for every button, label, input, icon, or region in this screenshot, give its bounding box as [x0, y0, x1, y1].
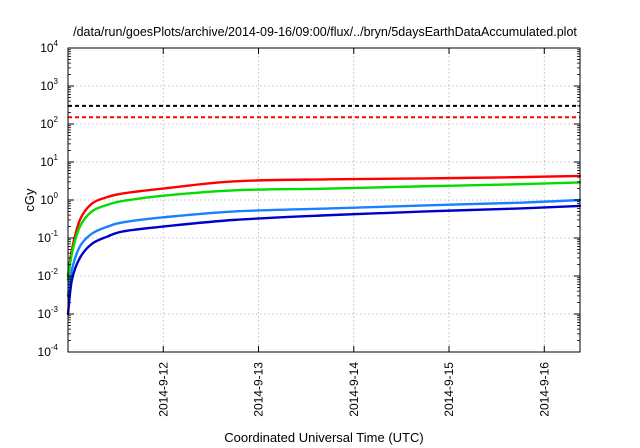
grid	[68, 48, 580, 352]
x-tick-label: 2014-9-16	[537, 362, 551, 417]
y-tick-label: 10-1	[38, 229, 59, 245]
y-tick-label: 103	[40, 77, 58, 93]
y-tick-label: 100	[40, 191, 58, 207]
y-tick-label: 101	[40, 153, 58, 169]
x-tick-label: 2014-9-15	[442, 362, 456, 417]
series-line	[66, 204, 582, 316]
x-tick-label: 2014-9-14	[347, 362, 361, 417]
series-lines	[66, 174, 582, 316]
series-line	[66, 174, 582, 278]
plot-frame	[67, 47, 581, 353]
threshold-lines	[68, 104, 580, 119]
y-tick-label: 10-2	[38, 267, 59, 283]
y-tick-label: 104	[40, 39, 58, 55]
series-line	[66, 181, 582, 281]
x-axis-ticks: 2014-9-12 2014-9-13 2014-9-14 2014-9-15 2014…	[156, 48, 551, 417]
x-axis-label: Coordinated Universal Time (UTC)	[224, 430, 423, 445]
y-tick-label: 10-4	[38, 343, 59, 359]
chart-title: /data/run/goesPlots/archive/2014-09-16/0…	[73, 25, 577, 39]
y-axis-ticks: 10-4 10-3 10-2 10-1 100 101 102 103 104	[38, 39, 580, 359]
y-tick-label: 10-3	[38, 305, 59, 321]
y-tick-label: 102	[40, 115, 58, 131]
x-tick-label: 2014-9-12	[156, 362, 170, 417]
x-tick-label: 2014-9-13	[252, 362, 266, 417]
y-axis-label: cGy	[22, 188, 37, 212]
series-line	[66, 198, 582, 298]
